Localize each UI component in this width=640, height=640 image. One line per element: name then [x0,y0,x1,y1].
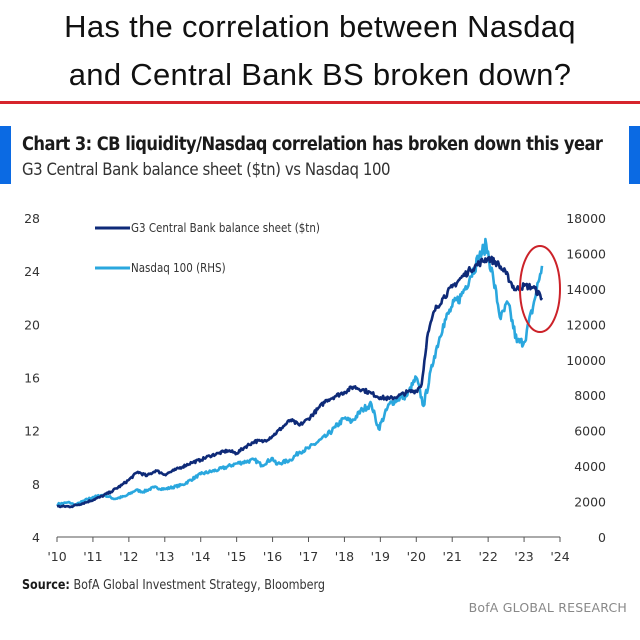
nasdaq-100-line [56,237,544,507]
right-axis-ticks: 0 2000 4000 6000 8000 10000 12000 14000 16000 180… [566,211,606,545]
left-tick-label: 8 [32,477,40,492]
source-label: Source: [22,578,70,593]
left-tick-label: 28 [24,211,40,226]
x-tick-label: '11 [83,549,102,564]
series-layer [56,237,544,509]
x-tick-label: '20 [407,549,426,564]
right-tick-label: 16000 [566,246,606,261]
right-tick-label: 14000 [566,282,606,297]
left-tick-label: 24 [24,264,40,279]
chart-subtitle: G3 Central Bank balance sheet ($tn) vs N… [22,160,391,180]
brand-footer: BofA GLOBAL RESEARCH [468,600,627,615]
divergence-highlight-circle [519,245,561,333]
legend: G3 Central Bank balance sheet ($tn) Nasda… [95,221,320,275]
annotation-layer [519,245,561,333]
x-tick-label: '17 [299,549,318,564]
headline-divider [0,101,640,104]
left-accent-bar [0,126,11,184]
left-tick-label: 4 [32,530,40,545]
x-tick-label: '18 [335,549,354,564]
left-tick-label: 16 [24,371,40,386]
headline-line-2: and Central Bank BS broken down? [68,57,572,92]
right-tick-label: 10000 [566,353,606,368]
x-tick-label: '22 [478,549,497,564]
source-text: BofA Global Investment Strategy, Bloombe… [73,578,326,593]
x-tick-label: '14 [191,549,210,564]
right-tick-label: 0 [598,530,606,545]
x-tick-label: '23 [514,549,533,564]
right-tick-label: 4000 [574,459,606,474]
legend-label: Nasdaq 100 (RHS) [131,261,226,275]
left-tick-label: 20 [24,317,40,332]
left-axis-ticks: 4 8 12 16 20 24 28 [24,211,40,545]
right-tick-label: 6000 [574,424,606,439]
right-accent-bar [629,126,640,184]
x-tick-label: '24 [550,549,569,564]
legend-label: G3 Central Bank balance sheet ($tn) [131,221,320,235]
x-tick-label: '13 [155,549,174,564]
source-note: Source: BofA Global Investment Strategy,… [22,578,325,593]
right-tick-label: 2000 [574,495,606,510]
x-axis: '10 '11 '12 '13 '14 '15 '16 '17 '18 '19 '20 '21 '22 '… [47,536,570,564]
headline-line-1: Has the correlation between Nasdaq [64,9,576,44]
headline: Has the correlation between Nasdaq and C… [0,0,640,102]
x-tick-label: '16 [263,549,282,564]
chart-title: Chart 3: CB liquidity/Nasdaq correlation… [22,134,603,155]
x-tick-label: '10 [47,549,66,564]
right-tick-label: 8000 [574,388,606,403]
x-tick-label: '15 [227,549,246,564]
right-tick-label: 18000 [566,211,606,226]
x-tick-label: '21 [443,549,462,564]
right-tick-label: 12000 [566,317,606,332]
x-tick-label: '12 [119,549,138,564]
x-tick-label: '19 [371,549,390,564]
g3-cb-balance-sheet-line [56,255,544,509]
left-tick-label: 12 [24,424,40,439]
